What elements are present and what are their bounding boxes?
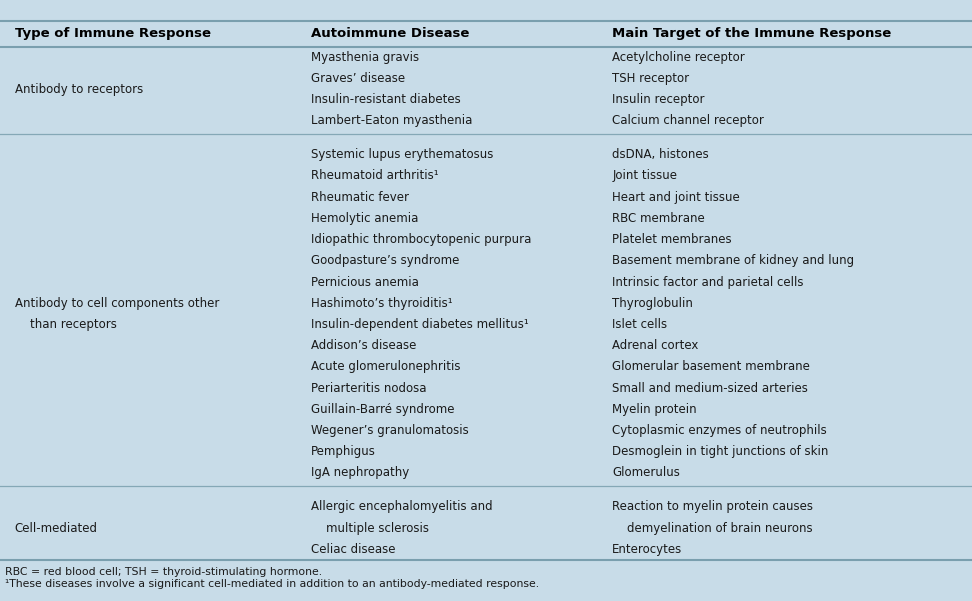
Text: Type of Immune Response: Type of Immune Response	[15, 28, 211, 40]
Text: RBC membrane: RBC membrane	[612, 212, 705, 225]
Text: Cell-mediated: Cell-mediated	[15, 522, 97, 534]
Text: Autoimmune Disease: Autoimmune Disease	[311, 28, 469, 40]
Text: Lambert-Eaton myasthenia: Lambert-Eaton myasthenia	[311, 114, 472, 127]
Text: Main Target of the Immune Response: Main Target of the Immune Response	[612, 28, 891, 40]
Text: Hashimoto’s thyroiditis¹: Hashimoto’s thyroiditis¹	[311, 297, 453, 310]
Text: IgA nephropathy: IgA nephropathy	[311, 466, 409, 480]
Text: Acetylcholine receptor: Acetylcholine receptor	[612, 50, 746, 64]
Text: Idiopathic thrombocytopenic purpura: Idiopathic thrombocytopenic purpura	[311, 233, 532, 246]
Text: Pemphigus: Pemphigus	[311, 445, 376, 458]
Text: dsDNA, histones: dsDNA, histones	[612, 148, 710, 161]
Text: Myasthenia gravis: Myasthenia gravis	[311, 50, 419, 64]
Text: Addison’s disease: Addison’s disease	[311, 339, 416, 352]
Text: Insulin-dependent diabetes mellitus¹: Insulin-dependent diabetes mellitus¹	[311, 318, 529, 331]
Text: Goodpasture’s syndrome: Goodpasture’s syndrome	[311, 254, 460, 267]
Text: Joint tissue: Joint tissue	[612, 169, 677, 183]
Text: demyelination of brain neurons: demyelination of brain neurons	[612, 522, 813, 534]
Text: Heart and joint tissue: Heart and joint tissue	[612, 191, 740, 204]
Text: Adrenal cortex: Adrenal cortex	[612, 339, 699, 352]
Text: Reaction to myelin protein causes: Reaction to myelin protein causes	[612, 500, 814, 513]
Text: ¹These diseases involve a significant cell-mediated in addition to an antibody-m: ¹These diseases involve a significant ce…	[5, 579, 539, 590]
Text: Enterocytes: Enterocytes	[612, 543, 682, 556]
Text: Insulin-resistant diabetes: Insulin-resistant diabetes	[311, 93, 461, 106]
Text: Glomerular basement membrane: Glomerular basement membrane	[612, 361, 811, 373]
Text: Insulin receptor: Insulin receptor	[612, 93, 705, 106]
Text: Graves’ disease: Graves’ disease	[311, 72, 405, 85]
Text: Celiac disease: Celiac disease	[311, 543, 396, 556]
Text: TSH receptor: TSH receptor	[612, 72, 689, 85]
Text: Systemic lupus erythematosus: Systemic lupus erythematosus	[311, 148, 494, 161]
Text: multiple sclerosis: multiple sclerosis	[311, 522, 429, 534]
Text: Periarteritis nodosa: Periarteritis nodosa	[311, 382, 427, 394]
Text: Islet cells: Islet cells	[612, 318, 668, 331]
Text: Cytoplasmic enzymes of neutrophils: Cytoplasmic enzymes of neutrophils	[612, 424, 827, 437]
Text: Acute glomerulonephritis: Acute glomerulonephritis	[311, 361, 461, 373]
Text: Wegener’s granulomatosis: Wegener’s granulomatosis	[311, 424, 469, 437]
Text: Desmoglein in tight junctions of skin: Desmoglein in tight junctions of skin	[612, 445, 829, 458]
Text: Rheumatoid arthritis¹: Rheumatoid arthritis¹	[311, 169, 438, 183]
Text: Small and medium-sized arteries: Small and medium-sized arteries	[612, 382, 809, 394]
Text: Intrinsic factor and parietal cells: Intrinsic factor and parietal cells	[612, 275, 804, 288]
Text: Myelin protein: Myelin protein	[612, 403, 697, 416]
Text: Platelet membranes: Platelet membranes	[612, 233, 732, 246]
Text: Guillain-Barré syndrome: Guillain-Barré syndrome	[311, 403, 455, 416]
Text: Thyroglobulin: Thyroglobulin	[612, 297, 693, 310]
Text: Pernicious anemia: Pernicious anemia	[311, 275, 419, 288]
Text: Glomerulus: Glomerulus	[612, 466, 680, 480]
Text: RBC = red blood cell; TSH = thyroid-stimulating hormone.: RBC = red blood cell; TSH = thyroid-stim…	[5, 567, 322, 578]
Text: Hemolytic anemia: Hemolytic anemia	[311, 212, 418, 225]
Text: Allergic encephalomyelitis and: Allergic encephalomyelitis and	[311, 500, 493, 513]
Text: Basement membrane of kidney and lung: Basement membrane of kidney and lung	[612, 254, 854, 267]
Text: Antibody to cell components other: Antibody to cell components other	[15, 297, 219, 310]
Text: Rheumatic fever: Rheumatic fever	[311, 191, 409, 204]
Text: than receptors: than receptors	[15, 318, 117, 331]
Text: Antibody to receptors: Antibody to receptors	[15, 82, 143, 96]
Text: Calcium channel receptor: Calcium channel receptor	[612, 114, 764, 127]
